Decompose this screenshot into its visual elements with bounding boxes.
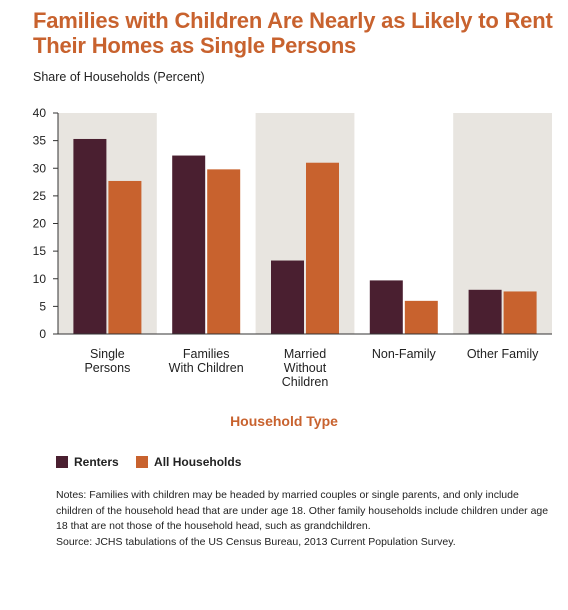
title-line-1: Families with Children Are Nearly as Lik… — [33, 8, 553, 33]
bar-all-households — [207, 169, 241, 334]
y-tick-label: 25 — [33, 189, 47, 203]
y-tick-label: 15 — [33, 244, 47, 258]
legend: Renters All Households — [56, 455, 255, 471]
legend-item-all-households: All Households — [136, 455, 241, 469]
y-tick-label: 20 — [33, 217, 47, 231]
legend-label-renters: Renters — [74, 455, 119, 469]
bar-chart: 0 5 10 15 20 25 30 35 40 Single Persons Families Wit… — [33, 106, 552, 389]
x-tick-label: Other Family — [467, 347, 539, 361]
bar-renters — [172, 155, 206, 334]
bar-all-households — [404, 300, 438, 334]
category-band — [453, 113, 552, 334]
bar-renters — [73, 138, 107, 334]
y-tick-label: 30 — [33, 161, 47, 175]
legend-swatch-renters — [56, 456, 68, 468]
x-axis-title: Household Type — [230, 413, 338, 429]
bar-all-households — [108, 180, 142, 334]
y-tick-label: 5 — [39, 299, 46, 313]
y-axis-label: Share of Households (Percent) — [33, 70, 205, 84]
y-tick-label: 40 — [33, 106, 47, 120]
x-tick-label: Families With Children — [169, 347, 244, 375]
y-tick-label: 0 — [39, 327, 46, 341]
x-tick-label: Married Without Children — [282, 347, 329, 389]
legend-swatch-all-households — [136, 456, 149, 468]
x-tick-label: Single Persons — [84, 347, 130, 375]
x-tick-label: Non-Family — [372, 347, 437, 361]
bar-renters — [271, 260, 304, 334]
bar-renters — [468, 289, 502, 334]
category-band — [255, 113, 355, 334]
legend-label-all-households: All Households — [154, 455, 242, 469]
bar-renters — [369, 280, 403, 334]
category-band — [58, 113, 157, 334]
bar-all-households — [306, 162, 339, 334]
y-tick-label: 10 — [33, 272, 47, 286]
bar-all-households — [503, 291, 537, 334]
chart-title: Families with Children Are Nearly as Lik… — [33, 8, 553, 58]
notes: Notes: Families with children may be hea… — [56, 488, 556, 550]
legend-item-renters: Renters — [56, 455, 119, 469]
source-text: Source: JCHS tabulations of the US Censu… — [56, 535, 456, 548]
y-tick-label: 35 — [33, 134, 47, 148]
notes-text: Notes: Families with children may be hea… — [56, 489, 549, 532]
title-line-2: Their Homes as Single Persons — [33, 33, 357, 58]
